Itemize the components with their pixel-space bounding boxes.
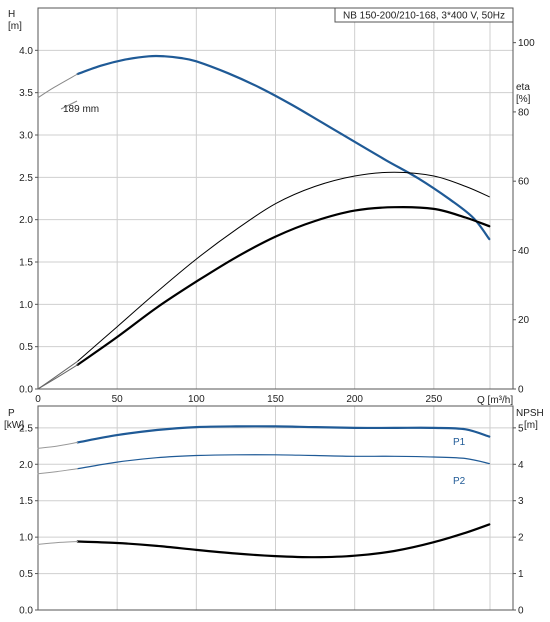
- y-right-tick-label: 80: [518, 107, 530, 118]
- y-right-tick-label: 60: [518, 177, 530, 188]
- lower-panel: 0.0 0.5 1.0 1.5 2.0 2.5 0 1 2 3 4 5 P [kW] NPSH [m]…: [4, 405, 544, 617]
- npsh-axis-unit: [m]: [524, 420, 538, 431]
- power-axis-unit: [kW]: [4, 420, 24, 431]
- x-tick-label: 200: [346, 394, 363, 405]
- y-left-tick-label: 2.0: [19, 215, 33, 226]
- y-right-tick-label: 1: [518, 569, 524, 580]
- y-left-tick-label: 0.0: [19, 606, 33, 617]
- y-right-tick-label: 20: [518, 315, 530, 326]
- eta-axis-unit: [%]: [516, 94, 531, 105]
- y-left-tick-label: 0.5: [19, 569, 33, 580]
- chart-title-box: NB 150-200/210-168, 3*400 V, 50Hz: [334, 7, 514, 23]
- x-tick-label: 0: [35, 394, 41, 405]
- y-right-tick-label: 0: [518, 385, 524, 396]
- series-line-npsh: [76, 523, 491, 559]
- y-right-tick-label: 100: [518, 38, 535, 49]
- lower-plot-frame: [37, 405, 514, 611]
- head-axis-unit: [m]: [8, 21, 22, 32]
- upper-panel: 0.0 0.5 1.0 1.5 2.0 2.5 3.0 3.5 4.0 0 20 40 60 80 100 0…: [8, 7, 535, 406]
- y-left-tick-label: 2.0: [19, 460, 33, 471]
- x-tick-label: 150: [267, 394, 284, 405]
- annotation-leader-line: [60, 100, 78, 110]
- x-tick-label: 250: [425, 394, 442, 405]
- y-left-tick-label: 0.0: [19, 385, 33, 396]
- series-line-eta-thin-extension: [37, 360, 79, 390]
- npsh-axis-label: NPSH: [516, 408, 544, 419]
- y-left-tick-label: 0.5: [19, 342, 33, 353]
- y-left-tick-label: 1.5: [19, 496, 33, 507]
- power-axis-label: P: [8, 408, 15, 419]
- series-line-p2: [77, 454, 490, 470]
- series-line-eta-thick: [76, 206, 491, 366]
- series-label-p1: P1: [453, 437, 466, 448]
- head-axis-label: H: [8, 9, 15, 20]
- y-right-tick-label: 2: [518, 533, 524, 544]
- lower-ticks: 0.0 0.5 1.0 1.5 2.0 2.5 0 1 2 3 4 5: [19, 423, 524, 616]
- lower-series: [37, 425, 491, 559]
- series-line-eta-thick-extension: [37, 364, 79, 390]
- y-left-tick-label: 4.0: [19, 46, 33, 57]
- upper-plot-frame: [37, 7, 514, 390]
- upper-series: [37, 54, 491, 390]
- impeller-annotation: 189 mm: [63, 104, 99, 115]
- eta-axis-label: eta: [516, 82, 530, 93]
- y-right-tick-label: 4: [518, 460, 524, 471]
- y-left-tick-label: 1.0: [19, 300, 33, 311]
- y-left-tick-label: 3.0: [19, 131, 33, 142]
- series-line-eta-thin: [77, 171, 490, 362]
- upper-grid: [38, 8, 513, 389]
- y-left-tick-label: 1.0: [19, 533, 33, 544]
- x-tick-label: 50: [112, 394, 124, 405]
- series-line-p1-extension: [37, 441, 79, 449]
- y-right-tick-label: 3: [518, 496, 524, 507]
- y-left-tick-label: 3.5: [19, 88, 33, 99]
- y-left-tick-label: 1.5: [19, 258, 33, 269]
- series-line-p1: [76, 425, 491, 444]
- y-left-tick-label: 2.5: [19, 173, 33, 184]
- y-right-tick-label: 40: [518, 246, 530, 257]
- series-line-h-extension: [37, 73, 79, 99]
- series-label-p2: P2: [453, 476, 466, 487]
- chart-title: NB 150-200/210-168, 3*400 V, 50Hz: [343, 11, 505, 22]
- y-left-tick-label: 2.5: [19, 423, 33, 434]
- series-line-npsh-extension: [37, 541, 79, 545]
- x-axis-label: Q [m³/h]: [477, 395, 513, 406]
- upper-ticks: 0.0 0.5 1.0 1.5 2.0 2.5 3.0 3.5 4.0 0 20 40 60 80 100 0…: [19, 38, 535, 405]
- y-right-tick-label: 0: [518, 606, 524, 617]
- y-right-tick-label: 5: [518, 423, 524, 434]
- series-line-p2-extension: [37, 468, 79, 475]
- series-line-h: [76, 54, 491, 241]
- x-tick-label: 100: [188, 394, 205, 405]
